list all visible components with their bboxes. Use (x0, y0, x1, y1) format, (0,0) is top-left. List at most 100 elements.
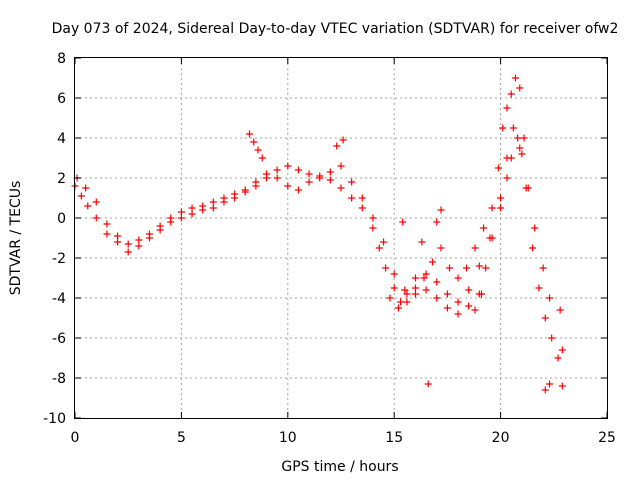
data-point (548, 334, 556, 342)
data-point (209, 204, 217, 212)
data-point (375, 244, 383, 252)
data-point (386, 294, 394, 302)
data-point (284, 182, 292, 190)
data-point (124, 248, 132, 256)
data-point (433, 294, 441, 302)
data-point (424, 380, 432, 388)
x-axis-title: GPS time / hours (281, 459, 398, 475)
grid-lines (75, 58, 607, 418)
data-point (494, 164, 502, 172)
data-point (167, 214, 175, 222)
series-track-d (245, 130, 566, 394)
series-track-c (386, 74, 528, 312)
data-point (541, 314, 549, 322)
x-tick-label: 25 (598, 430, 616, 446)
data-point (241, 186, 249, 194)
data-point (554, 354, 562, 362)
data-point (337, 184, 345, 192)
data-point (411, 274, 419, 282)
data-point (546, 380, 554, 388)
data-point (326, 168, 334, 176)
data-point (337, 162, 345, 170)
data-point (411, 290, 419, 298)
y-tick-label: 2 (57, 171, 66, 187)
data-point (263, 170, 271, 178)
data-point (433, 278, 441, 286)
data-point (518, 150, 526, 158)
data-point (433, 218, 441, 226)
data-point (503, 104, 511, 112)
data-point (465, 286, 473, 294)
x-tick-labels: 0 5 10 15 20 25 (71, 430, 616, 446)
data-point (471, 306, 479, 314)
data-point (177, 208, 185, 216)
x-tick-label: 20 (492, 430, 510, 446)
data-point (77, 192, 85, 200)
data-points (71, 74, 566, 394)
data-point (454, 274, 462, 282)
data-point (556, 306, 564, 314)
data-point (437, 244, 445, 252)
data-point (326, 176, 334, 184)
data-point (535, 284, 543, 292)
data-point (294, 186, 302, 194)
data-point (422, 270, 430, 278)
data-point (503, 154, 511, 162)
data-point (188, 210, 196, 218)
data-point (514, 134, 522, 142)
data-point (333, 142, 341, 150)
series-track-a (71, 134, 554, 318)
data-point (220, 194, 228, 202)
data-point (254, 146, 262, 154)
y-tick-label: 6 (57, 91, 66, 107)
data-point (250, 138, 258, 146)
x-tick-label: 5 (177, 430, 186, 446)
data-point (156, 222, 164, 230)
data-point (382, 264, 390, 272)
data-point (488, 204, 496, 212)
x-tick-label: 15 (385, 430, 403, 446)
data-point (273, 174, 281, 182)
data-point (482, 264, 490, 272)
data-point (522, 184, 530, 192)
data-point (390, 270, 398, 278)
data-point (358, 204, 366, 212)
data-point (443, 304, 451, 312)
data-point (82, 184, 90, 192)
data-point (177, 214, 185, 222)
data-point (511, 74, 519, 82)
data-point (437, 206, 445, 214)
data-point (516, 144, 524, 152)
data-point (394, 304, 402, 312)
data-point (114, 232, 122, 240)
data-point (209, 198, 217, 206)
data-point (188, 204, 196, 212)
data-point (145, 230, 153, 238)
data-point (348, 194, 356, 202)
data-point (446, 264, 454, 272)
data-point (422, 286, 430, 294)
y-tick-labels: -10 -8 -6 -4 -2 0 2 4 6 8 (43, 51, 66, 427)
data-point (369, 214, 377, 222)
data-point (273, 166, 281, 174)
data-point (420, 274, 428, 282)
data-point (454, 298, 462, 306)
data-point (348, 178, 356, 186)
data-point (403, 290, 411, 298)
data-point (294, 166, 302, 174)
data-point (516, 84, 524, 92)
data-point (284, 162, 292, 170)
data-point (418, 238, 426, 246)
y-axis-title: SDTVAR / TECUs (8, 181, 24, 296)
x-tick-label: 10 (279, 430, 297, 446)
data-point (497, 194, 505, 202)
data-point (399, 218, 407, 226)
data-point (463, 264, 471, 272)
data-point (546, 294, 554, 302)
data-point (305, 178, 313, 186)
data-point (84, 202, 92, 210)
axis-ticks (74, 57, 608, 419)
data-point (497, 204, 505, 212)
data-point (486, 234, 494, 242)
